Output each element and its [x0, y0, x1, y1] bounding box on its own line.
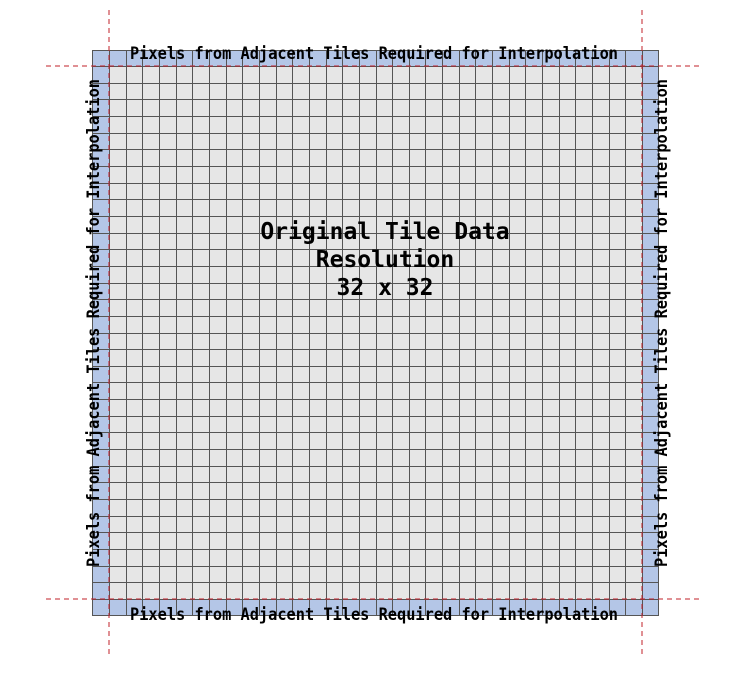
original-tile-area — [109, 66, 642, 599]
border-outline — [92, 50, 659, 616]
tile-title-line-1: Original Tile Data — [260, 219, 509, 245]
pixel-grid — [92, 50, 659, 616]
right-adjacent-pixels-label: Pixels from Adjacent Tiles Required for … — [652, 79, 672, 567]
top-adjacent-pixels-label: Pixels from Adjacent Tiles Required for … — [130, 44, 618, 64]
tile-title-line-2: Resolution — [316, 247, 454, 273]
left-adjacent-pixels-label: Pixels from Adjacent Tiles Required for … — [84, 79, 104, 567]
tile-boundary-guides — [46, 10, 700, 656]
tile-resolution-value: 32 x 32 — [337, 275, 434, 301]
bottom-adjacent-pixels-label: Pixels from Adjacent Tiles Required for … — [130, 605, 618, 625]
